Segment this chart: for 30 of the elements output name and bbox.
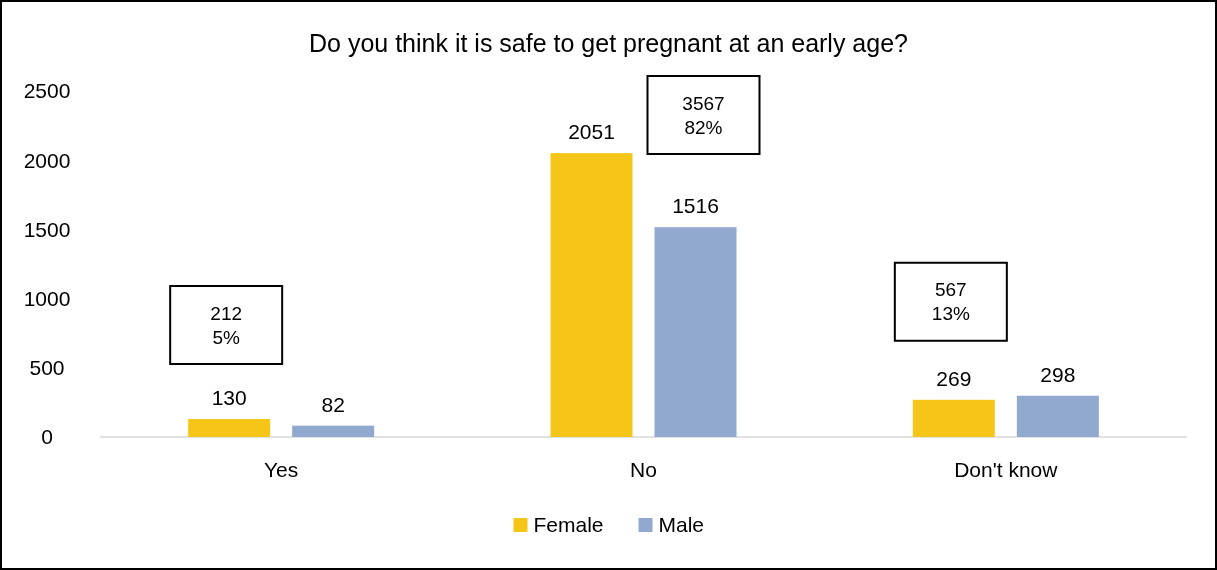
data-label: 1516	[672, 194, 719, 218]
chart-title: Do you think it is safe to get pregnant at an early age?	[309, 29, 908, 57]
data-label: 2051	[568, 120, 615, 144]
x-tick-label: Don't know	[954, 458, 1059, 481]
x-tick-label: No	[630, 458, 657, 481]
data-label: 82	[321, 392, 345, 416]
data-label: 298	[1040, 362, 1076, 386]
y-tick-label: 1500	[23, 217, 71, 241]
y-tick-label: 2000	[23, 148, 71, 172]
y-tick-label: 2500	[23, 79, 71, 103]
callout-box: 212 5%	[169, 285, 284, 365]
callout-box: 3567 82%	[646, 75, 761, 155]
annotation: 3567 82%	[682, 92, 725, 138]
y-tick-label: 0	[41, 425, 53, 449]
x-tick-label: Yes	[264, 458, 299, 481]
bar	[188, 419, 271, 437]
annotation: 567 13%	[931, 279, 970, 325]
bar	[292, 425, 375, 437]
bar	[1016, 395, 1099, 437]
data-label: 130	[211, 386, 247, 410]
y-tick-label: 1000	[23, 286, 71, 310]
bar	[912, 399, 995, 437]
y-tick-label: 500	[29, 356, 65, 380]
callout-box: 567 13%	[893, 261, 1008, 342]
data-label: 269	[936, 366, 972, 390]
legend-label: Male	[658, 513, 705, 537]
bar	[550, 153, 633, 437]
annotation: 212 5%	[210, 302, 243, 348]
legend-label: Female	[533, 513, 604, 537]
bar	[654, 227, 737, 437]
